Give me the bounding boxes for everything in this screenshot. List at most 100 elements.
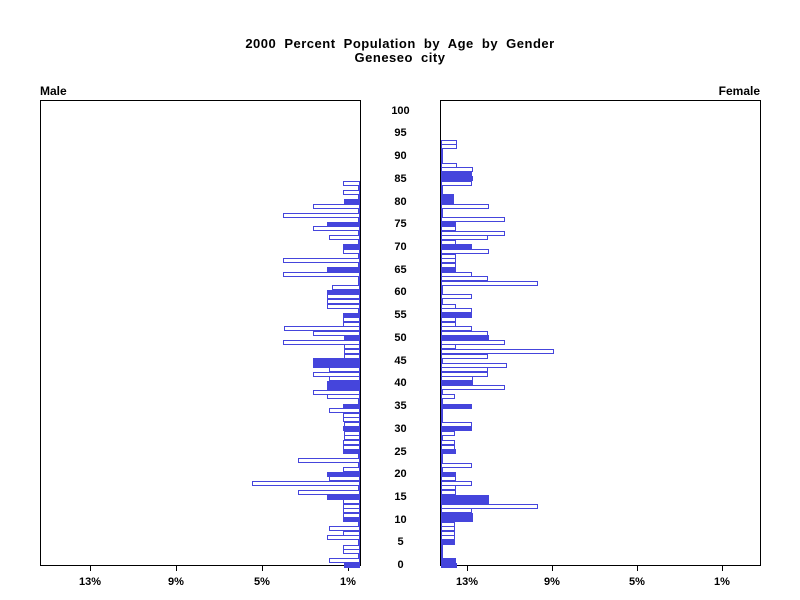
bar-male-age-23 <box>298 458 360 464</box>
bar-female-age-92 <box>441 144 457 150</box>
bar-male-age-71 <box>358 239 360 245</box>
bar-male-age-43 <box>329 367 360 373</box>
bar-male-age-73 <box>358 230 360 236</box>
bar-male-age-19 <box>329 476 360 482</box>
bar-male-age-4 <box>343 544 360 550</box>
bar-male-age-50 <box>344 335 360 341</box>
bar-male-age-36 <box>358 399 360 405</box>
x-tick-label-female: 13% <box>455 576 479 588</box>
bar-female-age-65 <box>441 267 456 273</box>
x-axis-tick-female <box>552 566 553 571</box>
bar-female-age-88 <box>441 162 457 168</box>
x-tick-label-male: 1% <box>340 576 356 588</box>
bar-female-age-71 <box>441 239 456 245</box>
bar-male-age-44 <box>313 362 360 368</box>
bar-female-age-77 <box>441 212 443 218</box>
bar-male-age-79 <box>313 203 360 209</box>
bar-female-age-29 <box>441 430 455 436</box>
female-panel-label: Female <box>718 84 760 98</box>
bar-female-age-61 <box>441 285 443 291</box>
bar-female-age-68 <box>441 253 456 259</box>
bar-male-age-22 <box>358 462 360 468</box>
bar-female-age-39 <box>441 385 505 391</box>
bar-female-age-9 <box>441 521 455 527</box>
chart-subtitle: Geneseo city <box>354 50 446 65</box>
bar-male-age-68 <box>358 253 360 259</box>
bar-female-age-78 <box>441 208 443 214</box>
bar-female-age-18 <box>441 480 472 486</box>
bar-male-age-47 <box>344 349 360 355</box>
x-axis-tick-male <box>176 566 177 571</box>
bar-male-age-18 <box>252 480 360 486</box>
bar-male-age-57 <box>327 303 360 309</box>
bar-female-age-5 <box>441 539 455 545</box>
bar-female-age-41 <box>441 376 473 382</box>
bar-male-age-9 <box>358 521 360 527</box>
age-tick-label-35: 35 <box>394 400 407 413</box>
age-tick-label-100: 100 <box>391 104 410 117</box>
bar-male-age-74 <box>313 226 360 232</box>
bar-male-age-39 <box>327 385 360 391</box>
bar-female-age-63 <box>441 276 488 282</box>
bar-female-age-23 <box>441 458 443 464</box>
x-axis-tick-male <box>348 566 349 571</box>
bar-male-age-75 <box>327 221 360 227</box>
x-axis-tick-female <box>467 566 468 571</box>
bar-female-age-22 <box>441 462 472 468</box>
bar-male-age-59 <box>327 294 360 300</box>
age-tick-label-70: 70 <box>394 240 407 253</box>
bar-female-age-8 <box>441 526 455 532</box>
age-tick-label-95: 95 <box>394 127 407 140</box>
bar-female-age-30 <box>441 426 472 432</box>
bar-male-age-10 <box>343 517 360 523</box>
bar-male-age-62 <box>358 280 360 286</box>
bar-male-age-35 <box>343 403 360 409</box>
x-axis-tick-male <box>90 566 91 571</box>
bar-male-age-65 <box>327 267 360 273</box>
bar-female-age-91 <box>441 149 443 154</box>
bar-female-age-56 <box>441 308 472 314</box>
x-axis-tick-female <box>722 566 723 571</box>
x-axis-tick-female <box>637 566 638 571</box>
bar-male-age-12 <box>343 508 360 514</box>
x-tick-label-female: 9% <box>544 576 560 588</box>
age-tick-label-55: 55 <box>394 309 407 322</box>
bar-male-age-77 <box>283 212 360 218</box>
bar-female-age-14 <box>441 499 489 505</box>
bar-female-age-45 <box>441 358 443 364</box>
bar-female-age-24 <box>441 453 443 459</box>
bar-male-age-40 <box>327 380 360 386</box>
bar-female-age-64 <box>441 271 472 277</box>
bar-female-age-40 <box>441 380 473 386</box>
bar-male-age-81 <box>358 194 360 200</box>
bar-female-age-2 <box>441 553 443 559</box>
bar-female-age-69 <box>441 249 489 255</box>
bar-female-age-82 <box>441 189 443 195</box>
bar-male-age-84 <box>343 180 360 186</box>
age-tick-label-5: 5 <box>397 536 404 549</box>
bar-female-age-0 <box>441 562 457 568</box>
bar-male-age-56 <box>358 308 360 314</box>
bar-male-age-61 <box>332 285 360 291</box>
age-tick-label-65: 65 <box>394 263 407 276</box>
bar-male-age-31 <box>344 421 360 427</box>
age-tick-label-90: 90 <box>394 150 407 163</box>
bar-male-age-29 <box>344 430 360 436</box>
age-tick-label-60: 60 <box>394 286 407 299</box>
bar-female-age-38 <box>441 389 443 395</box>
bar-female-age-1 <box>441 558 456 564</box>
bar-female-age-85 <box>441 176 473 182</box>
bar-male-age-46 <box>344 353 360 359</box>
bar-male-age-13 <box>343 503 360 509</box>
bar-female-age-75 <box>441 221 456 227</box>
age-tick-label-30: 30 <box>394 422 407 435</box>
bar-female-age-4 <box>441 544 443 550</box>
bar-male-age-2 <box>358 553 360 559</box>
bar-male-age-60 <box>327 289 360 295</box>
bar-female-age-20 <box>441 471 456 477</box>
x-tick-label-female: 5% <box>629 576 645 588</box>
bar-female-age-42 <box>441 371 488 377</box>
x-tick-label-male: 5% <box>254 576 270 588</box>
chart-title: 2000 Percent Population by Age by Gender <box>245 36 555 51</box>
